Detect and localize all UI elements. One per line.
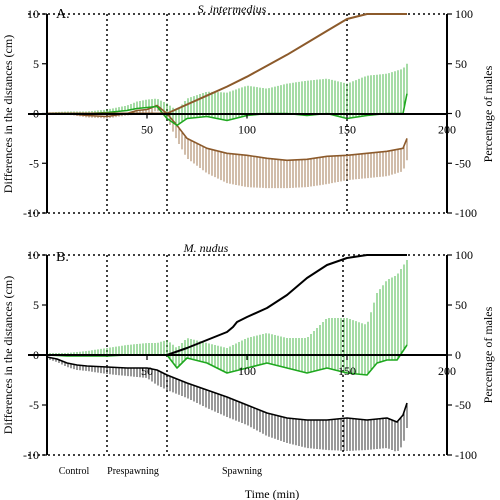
panel-a-y-tick-label: -5 (29, 156, 39, 170)
panel-b-error-bars (46, 260, 408, 452)
panel-b-y-tick-label: 5 (33, 298, 39, 312)
phase-label-prespawning: Prespawning (107, 466, 159, 477)
panel-a-x-tick-label: 50 (141, 123, 153, 137)
panel-b-x-tick-label: 50 (141, 364, 153, 378)
panel-a-title: S. intermedius (198, 2, 267, 16)
panel-b-right-tick-label: 50 (455, 298, 467, 312)
panel-b-right-tick-label: -100 (455, 448, 477, 462)
panel-b-label: B. (56, 250, 69, 265)
panel-b-y-tick-label: 0 (33, 348, 39, 362)
panel-a-y-tick-label: 10 (27, 7, 39, 21)
panel-a-x-tick-label: 200 (438, 123, 456, 137)
panel-a-difference-series-b (47, 93, 408, 127)
panel-a-y-tick-label: 0 (33, 107, 39, 121)
panel-a-label: A. (56, 7, 70, 22)
panel-b-x-tick-label: 200 (438, 364, 456, 378)
panel-b-right-tick-label: 100 (455, 248, 473, 262)
panel-a-x-tick-label: 150 (338, 123, 356, 137)
panel-b-x-tick-label: 100 (238, 364, 256, 378)
panel-b-x-tick-label: 150 (338, 364, 356, 378)
phase-label-control: Control (59, 466, 90, 477)
panel-b-y-tick-label: 10 (27, 248, 39, 262)
phase-label-spawning: Spawning (222, 466, 262, 477)
panel-a-x-tick-label: 100 (238, 123, 256, 137)
panel-b-right-tick-label: 0 (455, 348, 461, 362)
panel-b-percentage-series (47, 254, 407, 356)
panel-b-title: M. nudus (183, 241, 229, 255)
panel-b-y-axis-label: Differences in the distances (cm) (1, 276, 15, 434)
panel-b-difference-series-a (46, 356, 408, 423)
panel-a-right-tick-label: -100 (455, 206, 477, 220)
panel-a-right-tick-label: 0 (455, 107, 461, 121)
panel-a-y-tick-label: 5 (33, 57, 39, 71)
panel-a-error-bars (46, 63, 408, 189)
panel-a-right-axis-label: Percentage of males (481, 65, 495, 162)
panel-a-y-axis-label: Differences in the distances (cm) (1, 35, 15, 193)
panel-b-y-tick-label: -10 (23, 448, 39, 462)
x-axis-label: Time (min) (245, 487, 300, 500)
panel-a-right-tick-label: 100 (455, 7, 473, 21)
panel-a-right-tick-label: -50 (455, 156, 471, 170)
panel-a-y-tick-label: -10 (23, 206, 39, 220)
panel-a-right-tick-label: 50 (455, 57, 467, 71)
panel-b-y-tick-label: -5 (29, 398, 39, 412)
panel-b-right-axis-label: Percentage of males (481, 306, 495, 403)
panel-b-right-tick-label: -50 (455, 398, 471, 412)
